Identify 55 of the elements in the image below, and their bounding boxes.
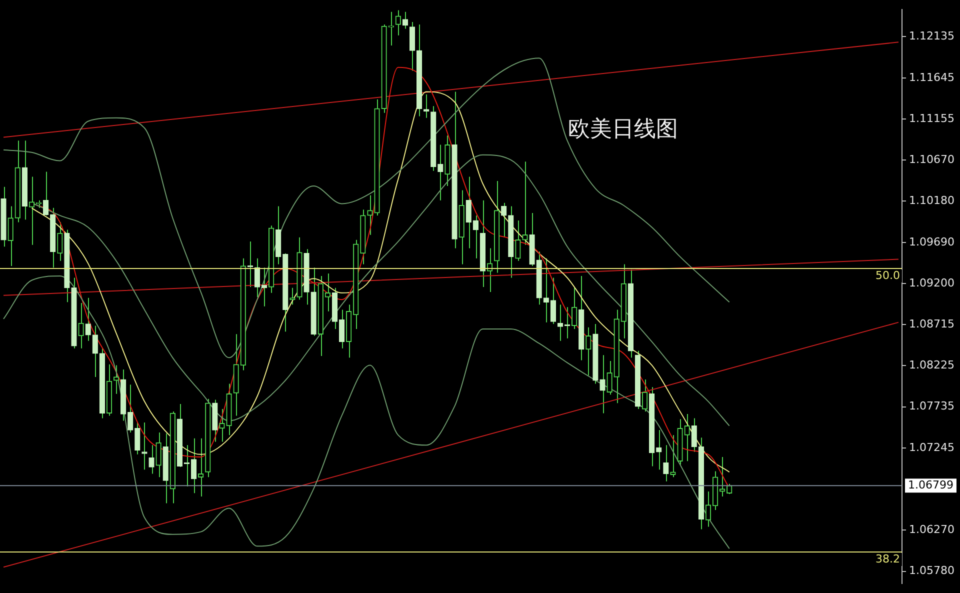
candlestick (134, 422, 140, 455)
candlestick (198, 438, 204, 497)
candlestick (113, 364, 120, 394)
candlestick (515, 220, 521, 262)
candlestick (501, 202, 507, 238)
candlestick (663, 444, 669, 482)
candlestick (522, 161, 528, 246)
candlestick (156, 432, 162, 478)
candlestick (8, 206, 14, 266)
y-tick-label: 1.08715 (909, 317, 954, 330)
candlestick (606, 360, 612, 396)
y-tick-label: 1.09200 (909, 276, 954, 290)
candlestick (324, 273, 331, 312)
line-series (3, 58, 730, 358)
annotation: 38.2 (876, 552, 900, 566)
candlestick (466, 176, 472, 249)
candlestick (367, 194, 373, 236)
y-tick-label: 1.10670 (909, 152, 954, 166)
candlestick (409, 21, 416, 72)
candlestick (85, 297, 91, 342)
candlestick (670, 434, 676, 478)
candlestick (543, 258, 549, 323)
candlestick (586, 326, 592, 376)
annotation: 50.0 (876, 268, 900, 282)
candlestick (684, 414, 690, 462)
candlestick (550, 277, 556, 325)
y-tick-label: 1.09690 (909, 235, 954, 248)
y-tick-label: 1.11645 (909, 70, 954, 84)
y-tick-label: 1.12135 (909, 30, 954, 43)
text: 欧美日线图 (568, 116, 678, 144)
ref-line-label: 1.06799 (908, 478, 954, 492)
y-tick-label: 1.08225 (909, 358, 954, 372)
candlestick (148, 444, 154, 474)
candlestick (691, 418, 697, 452)
line-series (3, 276, 730, 550)
candlestick (219, 408, 225, 442)
candlestick (92, 325, 98, 378)
candlestick (726, 483, 732, 494)
y-tick-label: 1.10180 (909, 194, 954, 208)
candlestick (78, 302, 84, 349)
y-tick-label: 1.05780 (909, 564, 954, 578)
candlestick (571, 287, 578, 330)
candlestick (388, 11, 394, 46)
candlestick (395, 10, 401, 36)
y-tick-label: 1.11155 (909, 112, 954, 126)
candlestick (642, 379, 648, 412)
candlestick (128, 384, 134, 434)
candlestick (402, 11, 408, 30)
candlestick (57, 222, 63, 262)
candlestick (600, 354, 606, 414)
y-tick-label: 1.07735 (909, 400, 954, 413)
candlestick (438, 144, 444, 201)
y-tick-label: 1.06270 (909, 523, 954, 536)
y-tick-label: 1.07245 (909, 440, 954, 454)
candlestick (472, 214, 478, 259)
